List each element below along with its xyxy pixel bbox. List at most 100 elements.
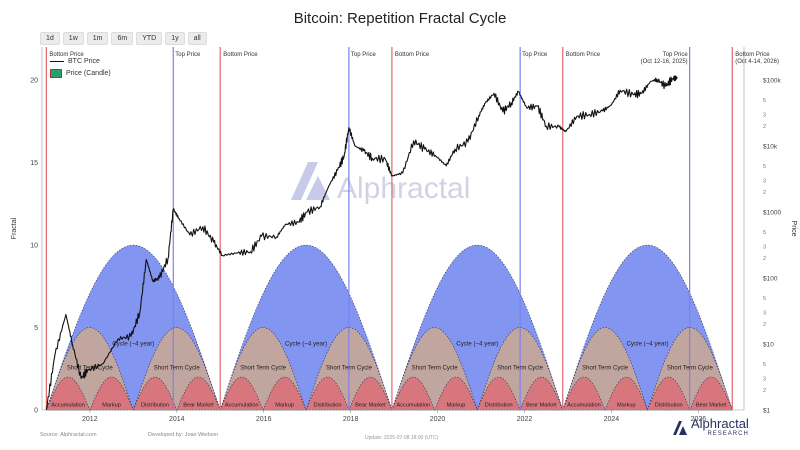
- brand-logo: Alphractal RESEARCH: [672, 416, 749, 437]
- bottom-price-label: Bottom Price: [395, 52, 430, 58]
- short-cycle-label: Short Term Cycle: [240, 366, 287, 372]
- phase-dome: [46, 376, 91, 411]
- legend-candle-label: Price (Candle): [66, 69, 111, 77]
- btc-price-line: [45, 75, 678, 411]
- x-tick-label: 2020: [430, 416, 446, 423]
- short-cycle-label: Short Term Cycle: [497, 366, 544, 372]
- bottom-price-label: Bottom Price: [566, 52, 601, 58]
- x-tick-label: 2022: [517, 416, 533, 423]
- cycle-label: Cycle (~4 year): [456, 341, 498, 348]
- watermark-logo-icon: [306, 176, 330, 200]
- bottom-price-label: Bottom Price: [735, 52, 770, 58]
- alphractal-logo-icon: [673, 420, 687, 435]
- phase-dome: [647, 376, 691, 411]
- x-tick-label: 2026: [691, 416, 707, 423]
- phase-dome: [348, 376, 393, 411]
- top-price-note: (Oct 12-16, 2025): [641, 59, 688, 65]
- x-tick-label: 2024: [604, 416, 620, 423]
- price-tick-label: $100k: [763, 78, 781, 85]
- y-axis-label: Fractal: [11, 217, 18, 239]
- phase-dome: [132, 376, 178, 411]
- footer-developer: Developed by: Joao Wedson: [148, 432, 219, 438]
- range-ytd-button[interactable]: YTD: [136, 32, 163, 45]
- y-tick-label: 20: [30, 78, 38, 85]
- phase-label: Distribution: [141, 402, 169, 408]
- cycle-label: Cycle (~4 year): [626, 341, 668, 348]
- phase-label: Accumulation: [51, 402, 85, 408]
- cycle-label: Cycle (~4 year): [112, 341, 154, 348]
- x-tick-label: 2014: [169, 416, 185, 423]
- bottom-price-label: Bottom Price: [223, 52, 258, 58]
- y-tick-label: 10: [30, 243, 38, 250]
- price-minor-tick-label: 3: [763, 113, 766, 119]
- phase-label: Markup: [447, 402, 466, 408]
- price-minor-tick-label: 2: [763, 124, 766, 130]
- price-minor-tick-label: 2: [763, 322, 766, 328]
- price-tick-label: $10k: [763, 144, 778, 151]
- top-price-label: Top Price: [351, 52, 377, 58]
- price-minor-tick-label: 2: [763, 388, 766, 394]
- price-minor-tick-label: 5: [763, 98, 766, 104]
- price-minor-tick-label: 5: [763, 296, 766, 302]
- price-tick-label: $10: [763, 342, 774, 349]
- short-cycle-label: Short Term Cycle: [582, 366, 629, 372]
- phase-dome: [434, 376, 478, 411]
- x-tick-label: 2018: [343, 416, 359, 423]
- phase-dome: [176, 376, 221, 411]
- price-tick-label: $1000: [763, 210, 781, 217]
- range-1y-button[interactable]: 1y: [165, 32, 185, 45]
- watermark-text: Alphractal: [337, 172, 470, 205]
- price-minor-tick-label: 2: [763, 190, 766, 196]
- phase-label: Accumulation: [567, 402, 601, 408]
- phase-label: Bear Market: [526, 402, 557, 408]
- price-minor-tick-label: 3: [763, 179, 766, 185]
- price-minor-tick-label: 5: [763, 362, 766, 368]
- phase-label: Distribution: [485, 402, 513, 408]
- bottom-price-note: (Oct 4-14, 2026): [735, 59, 779, 65]
- phase-label: Accumulation: [225, 402, 259, 408]
- x-tick-label: 2012: [82, 416, 98, 423]
- price-minor-tick-label: 5: [763, 230, 766, 236]
- range-1w-button[interactable]: 1w: [62, 32, 84, 45]
- top-price-label: Top Price: [663, 52, 689, 58]
- price-minor-tick-label: 3: [763, 245, 766, 251]
- range-1d-button[interactable]: 1d: [40, 32, 60, 45]
- phase-dome: [305, 376, 350, 411]
- legend-btc-price-label: BTC Price: [68, 57, 100, 65]
- cycle-lines: [45, 47, 733, 410]
- axes: 2012 2014 2016 2018 2020 2022 2024 202605101520…: [11, 47, 797, 423]
- x-tick-label: 2016: [256, 416, 272, 423]
- price-axis-label: Price: [790, 221, 797, 237]
- short-cycle-label: Short Term Cycle: [326, 366, 373, 372]
- short-cycle-label: Short Term Cycle: [67, 366, 114, 372]
- cycle-label: Cycle (~4 year): [285, 341, 327, 348]
- candle-swatch-icon: [50, 68, 62, 78]
- watermark-logo-icon: [291, 162, 318, 200]
- phase-label: Markup: [617, 402, 636, 408]
- phase-label: Markup: [275, 402, 294, 408]
- legend-btc-price[interactable]: BTC Price: [50, 55, 111, 67]
- phase-dome: [477, 376, 521, 411]
- range-1m-button[interactable]: 1m: [86, 32, 109, 45]
- legend-candle[interactable]: Price (Candle): [50, 67, 111, 79]
- range-all-button[interactable]: all: [187, 32, 207, 45]
- cycle-labels: Top Price Top Price Top Price Top Price(Oct…: [49, 52, 779, 408]
- phase-label: Bear Market: [183, 402, 214, 408]
- phase-dome: [562, 376, 606, 411]
- brand-name: Alphractal: [691, 416, 749, 431]
- brand-subtitle: RESEARCH: [707, 431, 749, 437]
- phase-label: Bear Market: [696, 402, 727, 408]
- y-tick-label: 15: [30, 160, 38, 167]
- footer-source: Source: Alphractal.com: [40, 432, 97, 438]
- phase-dome: [689, 376, 733, 411]
- price-minor-tick-label: 5: [763, 164, 766, 170]
- phase-dome: [519, 376, 564, 411]
- price-minor-tick-label: 3: [763, 311, 766, 317]
- phase-dome: [604, 376, 648, 411]
- chart-title: Bitcoin: Repetition Fractal Cycle: [293, 10, 507, 27]
- line-swatch-icon: [50, 60, 64, 62]
- short-cycle-label: Short Term Cycle: [667, 366, 714, 372]
- short-cycle-label: Short Term Cycle: [154, 366, 201, 372]
- phase-label: Accumulation: [396, 402, 430, 408]
- range-6m-button[interactable]: 6m: [111, 32, 134, 45]
